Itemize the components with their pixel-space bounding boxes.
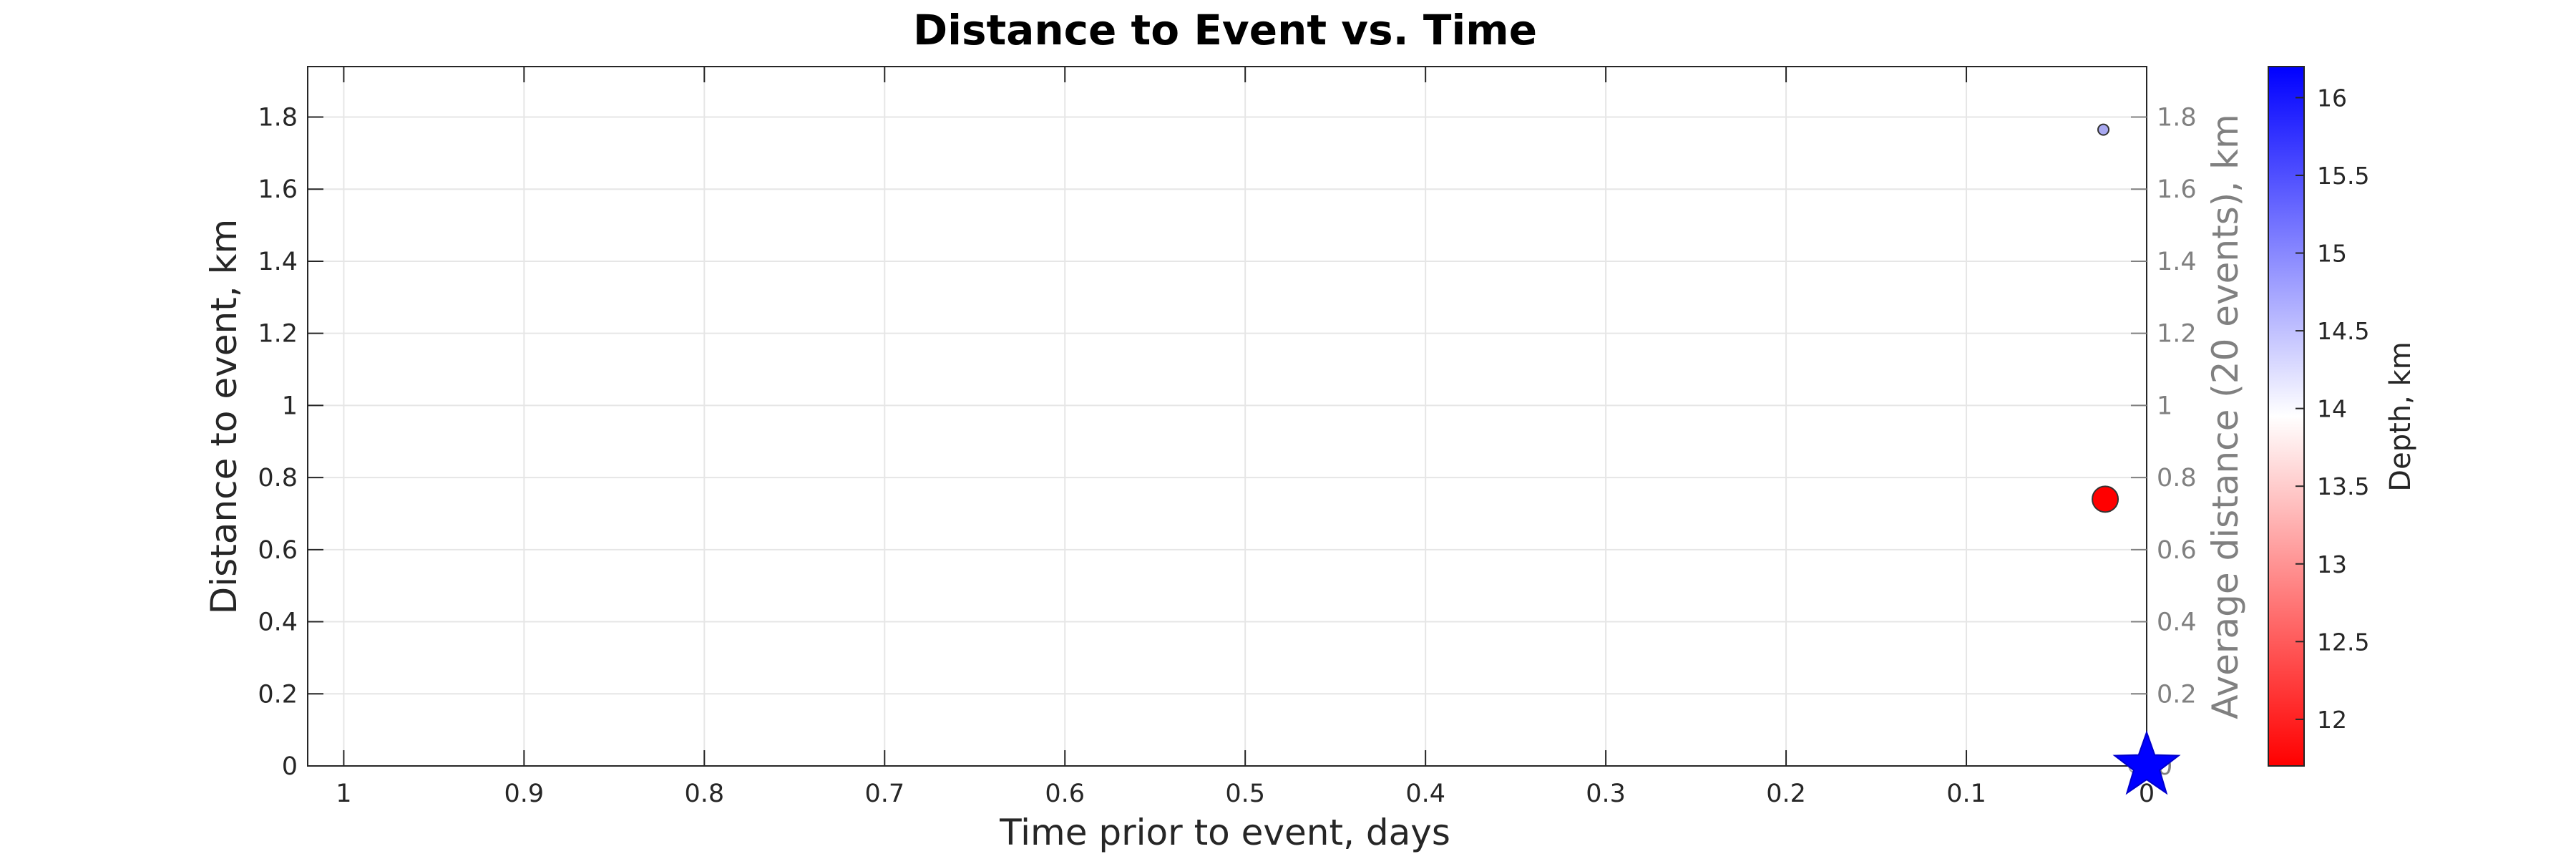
colorbar-tick-label: 15.5 — [2317, 162, 2369, 190]
y-tick-label: 0.2 — [258, 680, 298, 709]
colorbar-tick-label: 16 — [2317, 84, 2347, 112]
main-event-star-icon — [2112, 730, 2181, 795]
y-tick-label: 0.6 — [258, 536, 298, 565]
x-tick-label: 0 — [2139, 780, 2155, 808]
y-tick-label: 1.8 — [258, 104, 298, 132]
chart-title: Distance to Event vs. Time — [913, 6, 1537, 54]
grid-layer — [308, 67, 2147, 767]
y-tick-label: 1.2 — [258, 320, 298, 349]
y-tick-label: 0.4 — [258, 608, 298, 637]
colorbar-tick-label: 13 — [2317, 550, 2347, 578]
colorbar — [2268, 66, 2305, 767]
colorbar-tick-label: 12.5 — [2317, 628, 2369, 656]
y-tick-label: 0.8 — [258, 464, 298, 492]
y2-tick-label: 1.4 — [2157, 248, 2197, 276]
y2-axis-ticks: 00.20.40.60.811.21.41.61.8 — [2131, 104, 2197, 781]
y-tick-label: 1 — [282, 392, 298, 420]
colorbar-ticks: 12 12.5 13 13.5 14 14.5 15 15.5 16 — [2296, 84, 2369, 734]
x-tick-label: 0.8 — [684, 780, 724, 808]
x-tick-label: 0.1 — [1946, 780, 1986, 808]
x-tick-label: 0.9 — [504, 780, 545, 808]
colorbar-tick-label: 12 — [2317, 706, 2347, 734]
y-axis-ticks: 0 0.2 0.4 0.6 0.8 1 1.2 1.4 1.6 1.8 — [258, 104, 323, 781]
colorbar-tick-label: 14 — [2317, 395, 2347, 423]
event-point — [2092, 485, 2119, 513]
y2-tick-label: 1.6 — [2157, 175, 2197, 204]
x-tick-label: 0.5 — [1225, 780, 1265, 808]
plot-frame — [307, 66, 2147, 767]
colorbar-tick-label: 14.5 — [2317, 317, 2369, 345]
event-point — [2097, 123, 2110, 136]
y2-tick-label: 0.6 — [2157, 536, 2197, 565]
y-axis-label: Distance to event, km — [203, 219, 245, 614]
y2-tick-label: 1.8 — [2157, 104, 2197, 132]
colorbar-tick-label: 15 — [2317, 240, 2347, 268]
x-tick-label: 0.3 — [1586, 780, 1626, 808]
x-tick-label: 0.6 — [1045, 780, 1085, 808]
x-tick-label: 0.7 — [864, 780, 904, 808]
y-tick-label: 1.6 — [258, 175, 298, 204]
y2-axis-label: Average distance (20 events), km — [2205, 114, 2246, 719]
y2-tick-label: 1.2 — [2157, 320, 2197, 349]
x-axis-ticks: 1 0.9 0.8 0.7 0.6 0.5 0.4 0.3 0.2 0.1 0 — [336, 67, 2155, 808]
y2-tick-label: 0.2 — [2157, 680, 2197, 709]
y2-tick-label: 0.8 — [2157, 464, 2197, 492]
colorbar-label: Depth, km — [2384, 341, 2417, 491]
x-tick-label: 0.4 — [1405, 780, 1445, 808]
x-tick-label: 1 — [336, 780, 351, 808]
colorbar-tick-label: 13.5 — [2317, 472, 2369, 500]
y-tick-label: 0 — [282, 752, 298, 781]
y-tick-label: 1.4 — [258, 248, 298, 276]
scatter-points — [2092, 123, 2181, 795]
y2-tick-label: 0.4 — [2157, 608, 2197, 637]
x-axis-label: Time prior to event, days — [999, 812, 1450, 853]
y2-tick-label: 1 — [2157, 392, 2172, 420]
x-tick-label: 0.2 — [1766, 780, 1806, 808]
